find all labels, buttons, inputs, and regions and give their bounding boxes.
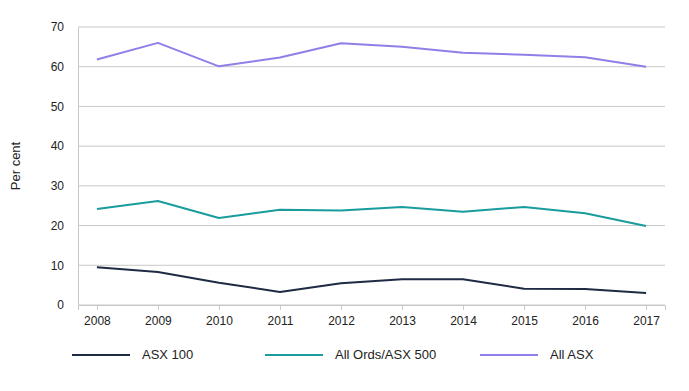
y-tick-label: 60	[51, 60, 65, 74]
x-tick: 2012	[328, 305, 355, 328]
chart: 0102030405060702008200920102011201220132…	[0, 0, 689, 391]
legend-item: All Ords/ASX 500	[265, 347, 436, 362]
grid-line	[78, 225, 665, 226]
x-tick-label: 2014	[450, 314, 477, 328]
x-tick-mark	[463, 305, 464, 310]
y-tick-label: 50	[51, 100, 65, 114]
series-line	[97, 267, 646, 293]
x-tick-mark	[280, 305, 281, 310]
x-tick-label: 2009	[145, 314, 172, 328]
y-tick: 10	[51, 259, 78, 273]
legend-item: ASX 100	[72, 347, 193, 362]
grid-line	[78, 265, 665, 266]
series-line	[97, 201, 646, 226]
x-tick-label: 2013	[389, 314, 416, 328]
grid-line	[78, 27, 665, 28]
legend-swatch	[480, 354, 538, 356]
y-tick: 70	[51, 20, 78, 34]
grid-line	[78, 146, 665, 147]
series-line	[97, 43, 646, 67]
grid	[78, 27, 665, 305]
legend-item: All ASX	[480, 347, 594, 362]
x-tick-mark	[646, 305, 647, 310]
y-tick: 40	[51, 139, 78, 153]
x-axis: 2008 2009 2010 2011 2012 2013 2014 2015 2016 2017	[79, 305, 666, 328]
y-tick-label: 10	[51, 259, 65, 273]
y-tick-label: 70	[51, 20, 65, 34]
x-tick-label: 2012	[328, 314, 355, 328]
y-tick: 50	[51, 100, 78, 114]
legend-label: All Ords/ASX 500	[335, 347, 436, 362]
y-tick: 20	[51, 219, 78, 233]
y-axis-line	[78, 28, 79, 306]
x-tick-mark	[585, 305, 586, 310]
y-tick: 0	[57, 298, 78, 312]
y-tick-label: 20	[51, 219, 65, 233]
x-tick: 2009	[145, 305, 172, 328]
y-axis: 0 10 20 30 40 50 60 70	[51, 20, 79, 312]
y-tick-label: 0	[57, 298, 64, 312]
x-tick: 2010	[206, 305, 233, 328]
grid-line	[78, 106, 665, 107]
x-tick-mark	[97, 305, 98, 310]
x-tick: 2014	[450, 305, 477, 328]
x-tick: 2011	[268, 305, 294, 328]
x-tick-label: 2016	[572, 314, 599, 328]
y-tick-label: 40	[51, 139, 65, 153]
legend: ASX 100 All Ords/ASX 500 All ASX	[72, 347, 594, 362]
legend-label: All ASX	[550, 347, 594, 362]
x-tick: 2008	[84, 305, 111, 328]
x-tick: 2016	[572, 305, 599, 328]
legend-swatch	[72, 354, 130, 356]
legend-label: ASX 100	[142, 347, 193, 362]
x-tick-mark	[158, 305, 159, 310]
x-tick-mark	[219, 305, 220, 310]
x-tick: 2013	[389, 305, 416, 328]
lines	[97, 43, 646, 293]
y-axis-title: Per cent	[8, 141, 23, 190]
y-tick: 30	[51, 179, 78, 193]
x-tick: 2017	[633, 305, 660, 328]
grid-line	[78, 185, 665, 186]
x-tick-label: 2015	[511, 314, 538, 328]
x-tick: 2015	[511, 305, 538, 328]
y-tick-label: 30	[51, 179, 65, 193]
x-tick-label: 2011	[268, 314, 294, 328]
y-tick: 60	[51, 60, 78, 74]
x-tick-label: 2008	[84, 314, 111, 328]
x-tick-label: 2017	[633, 314, 660, 328]
x-axis-line	[79, 306, 666, 311]
x-tick-label: 2010	[206, 314, 233, 328]
grid-line	[78, 66, 665, 67]
x-tick-mark	[402, 305, 403, 310]
legend-swatch	[265, 354, 323, 356]
x-tick-mark	[341, 305, 342, 310]
x-tick-mark	[524, 305, 525, 310]
